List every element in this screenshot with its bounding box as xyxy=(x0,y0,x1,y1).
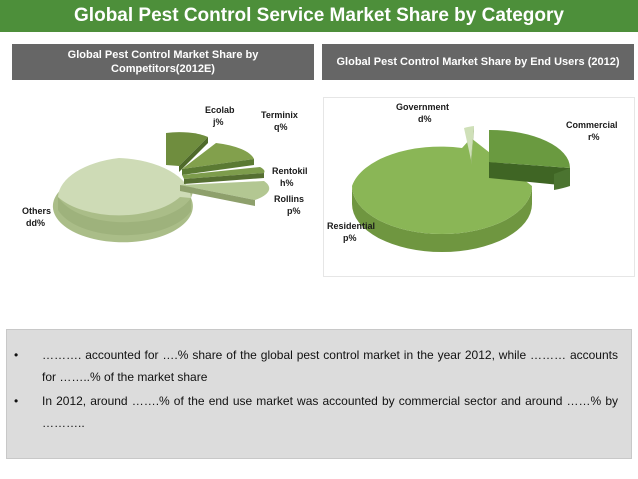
pie-slice-ecolab xyxy=(166,132,208,166)
pie-slice-rentokil-side xyxy=(184,173,264,184)
pie-slice-ecolab-side xyxy=(179,137,208,172)
pie-slice-commercial xyxy=(489,129,570,168)
pie-slice-terminix-side xyxy=(182,159,254,175)
pie-slice-others-side xyxy=(58,197,191,236)
label-rollins-name: Rollins xyxy=(274,194,304,204)
pie-slice-government-side xyxy=(471,126,474,165)
pie-slice-government xyxy=(464,126,474,160)
competitors-pie-svg: Ecolab j% Terminix q% Rentokil h% Rollin… xyxy=(22,105,308,243)
label-rentokil-value: h% xyxy=(280,178,294,188)
label-government-name: Government xyxy=(396,102,449,112)
bullet-text: ………. accounted for ….% share of the glob… xyxy=(42,348,618,384)
label-residential-name: Residential xyxy=(327,221,375,231)
label-ecolab-value: j% xyxy=(212,117,224,127)
subheading-end-users: Global Pest Control Market Share by End … xyxy=(322,44,634,80)
pie-slice-rollins-side xyxy=(180,185,255,206)
end-users-pie-svg: Government d% Commercial r% Residential … xyxy=(327,102,618,252)
label-rollins-value: p% xyxy=(287,206,301,216)
label-residential-value: p% xyxy=(343,233,357,243)
pie-slice-residential-side xyxy=(352,186,532,252)
bullet-item: • ………. accounted for ….% share of the gl… xyxy=(14,344,618,388)
pie-slice-commercial-side xyxy=(489,162,570,186)
label-ecolab-name: Ecolab xyxy=(205,105,235,115)
pie-slice-others-top xyxy=(58,158,191,216)
pie-slice-rentokil xyxy=(182,167,265,179)
label-terminix-name: Terminix xyxy=(261,110,298,120)
label-others-value: dd% xyxy=(26,218,45,228)
end-users-pie-chart: Government d% Commercial r% Residential … xyxy=(323,97,635,277)
pie-slice-terminix xyxy=(182,143,254,169)
label-terminix-value: q% xyxy=(274,122,288,132)
bullet-text: In 2012, around …….% of the end use mark… xyxy=(42,394,618,430)
bullet-item: • In 2012, around …….% of the end use ma… xyxy=(14,390,618,434)
page-title: Global Pest Control Service Market Share… xyxy=(0,0,638,32)
subheading-competitors: Global Pest Control Market Share by Comp… xyxy=(12,44,314,80)
label-government-value: d% xyxy=(418,114,432,124)
bullet-marker: • xyxy=(14,348,19,362)
label-commercial-name: Commercial xyxy=(566,120,618,130)
competitors-pie-chart: Ecolab j% Terminix q% Rentokil h% Rollin… xyxy=(4,101,316,316)
label-commercial-value: r% xyxy=(588,132,600,142)
notes-box: • ………. accounted for ….% share of the gl… xyxy=(6,329,632,459)
label-others-name: Others xyxy=(22,206,51,216)
bullet-marker: • xyxy=(14,394,19,408)
pie-slice-rollins xyxy=(180,181,270,200)
label-rentokil-name: Rentokil xyxy=(272,166,308,176)
pie-slice-commercial-rim xyxy=(554,168,570,190)
pie-slice-residential xyxy=(352,138,532,234)
